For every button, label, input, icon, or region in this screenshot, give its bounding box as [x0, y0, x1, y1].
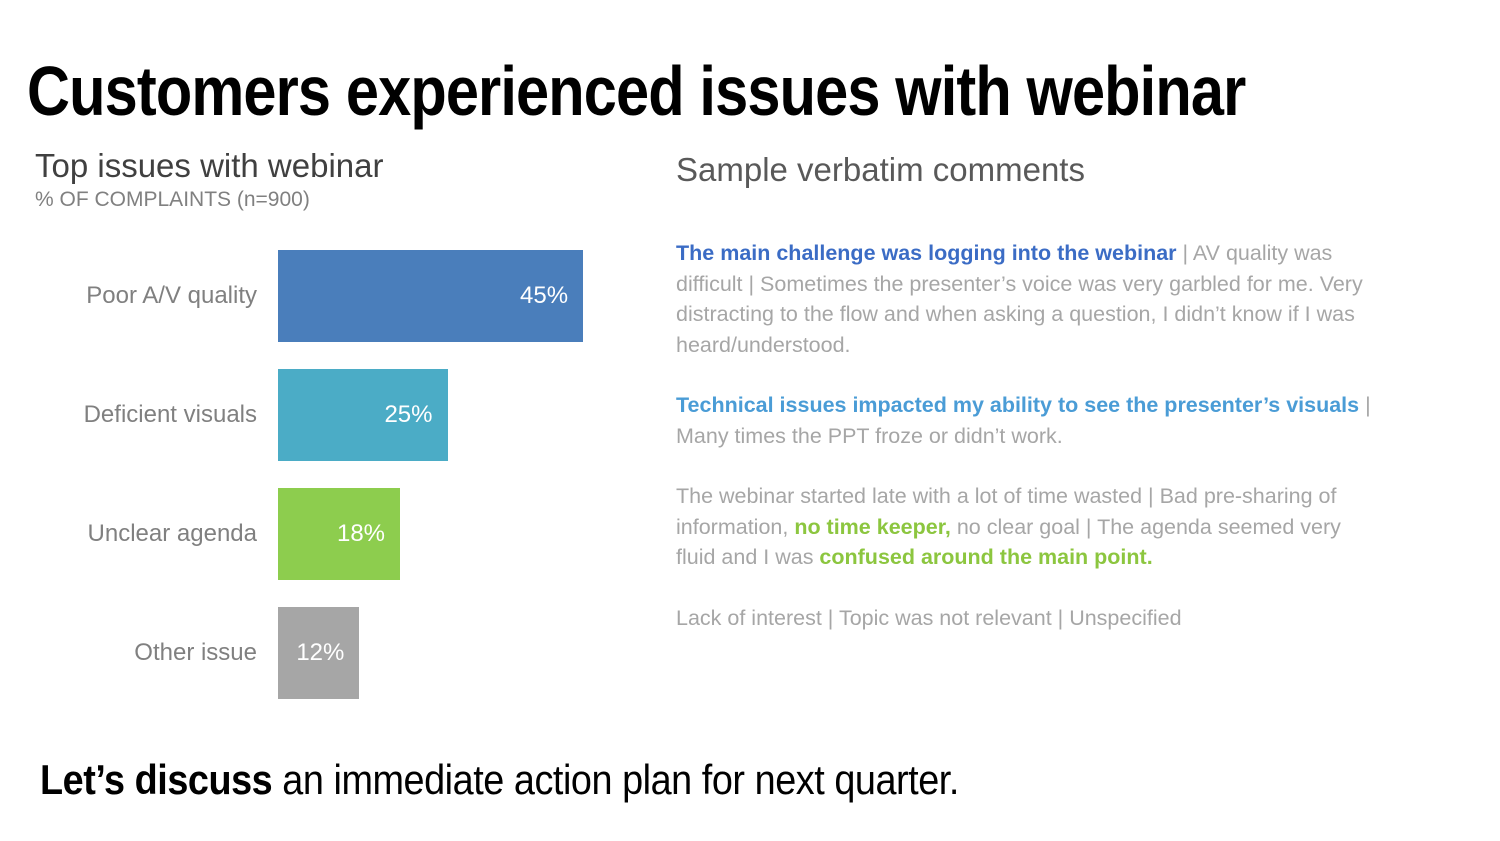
comment-segment: Lack of interest | Topic was not relevan…	[676, 605, 1182, 630]
verbatim-comments-section: Sample verbatim comments The main challe…	[676, 150, 1376, 663]
comment-segment: The webinar started late with a lot of t…	[676, 484, 1337, 539]
footer-bold-text: Let’s discuss	[40, 756, 273, 803]
comment-segment: | AV quality was difficult | Sometimes t…	[676, 241, 1363, 357]
comments-heading: Sample verbatim comments	[676, 151, 1085, 188]
bar-category-label: Unclear agenda	[87, 519, 257, 547]
bar-value-label: 18%	[336, 519, 386, 547]
comment-segment: no time keeper,	[794, 514, 951, 539]
comment-segment: no clear goal | The agenda seemed very f…	[676, 514, 1341, 570]
comment-segment: confused around the main point.	[819, 545, 1153, 569]
bar-value-label: 12%	[296, 638, 345, 666]
footer-call-to-action: Let’s discuss an immediate action plan f…	[40, 756, 959, 804]
comment-segment: | Many times the PPT froze or didn’t wor…	[676, 393, 1371, 448]
bar-category-label: Poor A/V quality	[86, 281, 257, 309]
bar-value-label: 45%	[520, 281, 569, 309]
bar-value-label: 25%	[384, 400, 433, 428]
bar-row: Poor A/V quality 45%	[35, 236, 655, 355]
bar-row: Deficient visuals 25%	[35, 355, 655, 474]
comment-paragraphs: The main challenge was logging into the …	[676, 238, 1376, 633]
bar: 45%	[278, 249, 584, 342]
bar: 12%	[278, 606, 360, 699]
comment-segment: The main challenge was logging into the …	[676, 241, 1177, 265]
bar-chart-rows: Poor A/V quality 45% Deficient visuals 25% U…	[35, 236, 655, 712]
bar-row: Other issue 12%	[35, 593, 655, 712]
bar-row: Unclear agenda 18%	[35, 474, 655, 593]
comment-paragraph: Technical issues impacted my ability to …	[676, 390, 1376, 451]
comment-segment: Technical issues impacted my ability to …	[676, 393, 1360, 417]
slide-title: Customers experienced issues with webina…	[27, 51, 1246, 130]
bar-category-label: Deficient visuals	[83, 400, 257, 428]
bar: 18%	[278, 487, 401, 580]
bar-chart: Top issues with webinar % OF COMPLAINTS …	[35, 146, 655, 712]
comment-paragraph: The webinar started late with a lot of t…	[676, 481, 1376, 573]
comment-paragraph: Lack of interest | Topic was not relevan…	[676, 603, 1376, 634]
bar: 25%	[278, 368, 448, 461]
chart-subtitle: % OF COMPLAINTS (n=900)	[35, 188, 310, 211]
chart-title: Top issues with webinar	[35, 147, 384, 184]
comment-paragraph: The main challenge was logging into the …	[676, 238, 1376, 360]
bar-category-label: Other issue	[134, 638, 257, 666]
footer-regular-text: an immediate action plan for next quarte…	[272, 756, 959, 803]
